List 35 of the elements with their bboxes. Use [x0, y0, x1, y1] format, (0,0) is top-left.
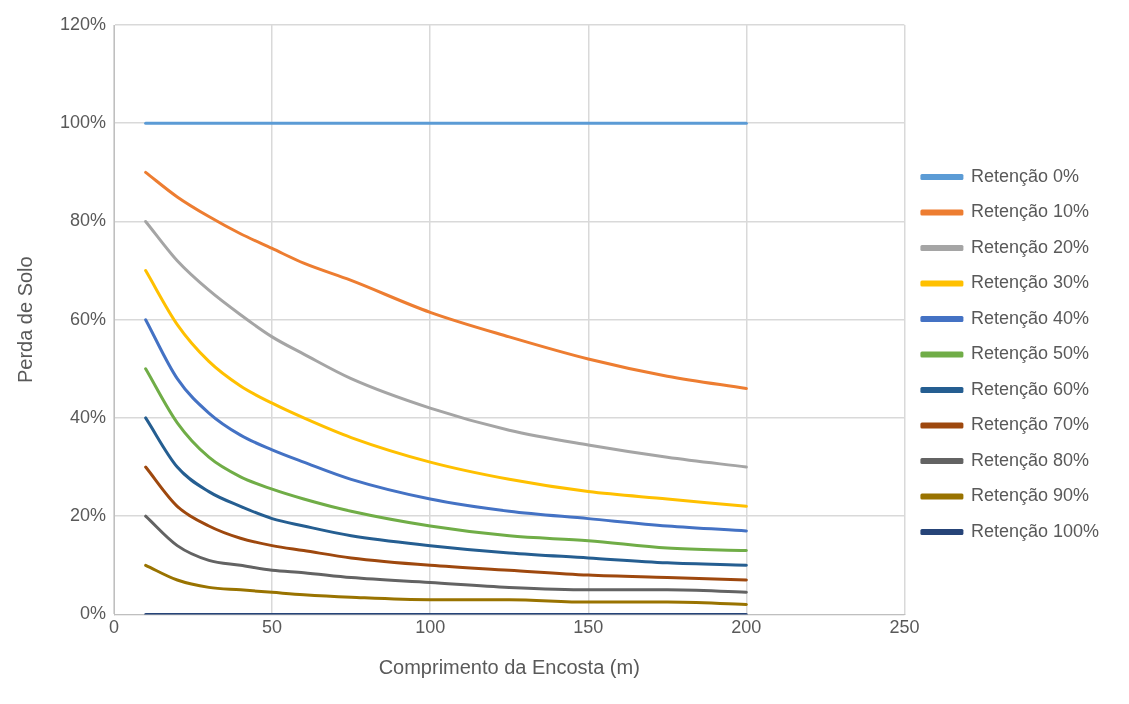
y-tick-label: 100%: [59, 112, 107, 133]
legend-label: Retenção 10%: [970, 201, 1089, 222]
y-axis-title: Perda de Solo: [13, 256, 36, 384]
line-series: [144, 563, 748, 607]
line-series: [144, 269, 748, 508]
legend-label: Retenção 20%: [970, 236, 1089, 257]
legend-label: Retenção 60%: [970, 378, 1089, 399]
line-series: [144, 367, 748, 553]
x-tick-label: 250: [889, 617, 920, 638]
y-tick-label: 60%: [70, 308, 107, 329]
legend-label: Retenção 70%: [970, 414, 1089, 435]
y-tick-label: 40%: [70, 406, 107, 427]
x-tick-label: 50: [262, 617, 283, 638]
line-series: [144, 318, 748, 533]
x-tick-label: 0: [109, 617, 120, 638]
y-tick-label: 20%: [70, 505, 107, 526]
x-tick-label: 150: [573, 617, 604, 638]
legend-label: Retenção 0%: [970, 165, 1079, 186]
x-tick-label: 100: [415, 617, 446, 638]
line-series: [144, 416, 748, 567]
y-tick-label: 120%: [59, 13, 107, 34]
y-tick-label: 0%: [80, 603, 107, 624]
legend-label: Retenção 30%: [970, 272, 1089, 293]
legend-label: Retenção 50%: [970, 343, 1089, 364]
line-series: [144, 514, 748, 594]
legend-label: Retenção 40%: [970, 307, 1089, 328]
y-tick-label: 80%: [70, 210, 107, 231]
line-series: [144, 219, 748, 469]
x-tick-label: 200: [731, 617, 762, 638]
legend-label: Retenção 90%: [970, 485, 1089, 506]
line-series: [144, 170, 748, 390]
legend-label: Retenção 80%: [970, 449, 1089, 470]
line-series: [144, 465, 748, 582]
legend-label: Retenção 100%: [970, 520, 1099, 541]
x-axis-title: Comprimento da Encosta (m): [378, 655, 640, 678]
